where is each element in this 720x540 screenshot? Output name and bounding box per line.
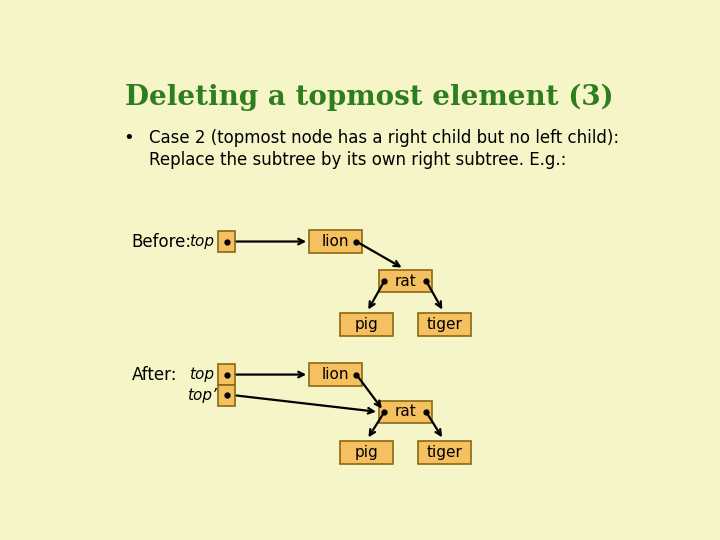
Text: After:: After: bbox=[132, 366, 177, 383]
Text: top: top bbox=[189, 234, 214, 249]
FancyBboxPatch shape bbox=[309, 230, 362, 253]
FancyBboxPatch shape bbox=[309, 363, 362, 386]
Text: top’: top’ bbox=[186, 388, 217, 403]
Text: lion: lion bbox=[322, 234, 349, 249]
FancyBboxPatch shape bbox=[218, 364, 235, 385]
FancyBboxPatch shape bbox=[218, 385, 235, 406]
FancyBboxPatch shape bbox=[379, 269, 432, 293]
FancyBboxPatch shape bbox=[379, 401, 432, 423]
Text: tiger: tiger bbox=[426, 317, 462, 332]
Text: Deleting a topmost element (3): Deleting a topmost element (3) bbox=[125, 84, 613, 111]
Text: lion: lion bbox=[322, 367, 349, 382]
Text: top: top bbox=[189, 367, 214, 382]
Text: rat: rat bbox=[395, 404, 416, 420]
Text: rat: rat bbox=[395, 274, 416, 288]
Text: Case 2 (topmost node has a right child but no left child):: Case 2 (topmost node has a right child b… bbox=[148, 129, 618, 147]
FancyBboxPatch shape bbox=[418, 313, 471, 336]
Text: pig: pig bbox=[354, 445, 378, 460]
FancyBboxPatch shape bbox=[340, 441, 392, 464]
Text: pig: pig bbox=[354, 317, 378, 332]
FancyBboxPatch shape bbox=[418, 441, 471, 464]
Text: tiger: tiger bbox=[426, 445, 462, 460]
Text: Before:: Before: bbox=[132, 233, 192, 251]
FancyBboxPatch shape bbox=[218, 231, 235, 252]
Text: •: • bbox=[124, 129, 134, 147]
FancyBboxPatch shape bbox=[340, 313, 392, 336]
Text: Replace the subtree by its own right subtree. E.g.:: Replace the subtree by its own right sub… bbox=[148, 151, 566, 169]
